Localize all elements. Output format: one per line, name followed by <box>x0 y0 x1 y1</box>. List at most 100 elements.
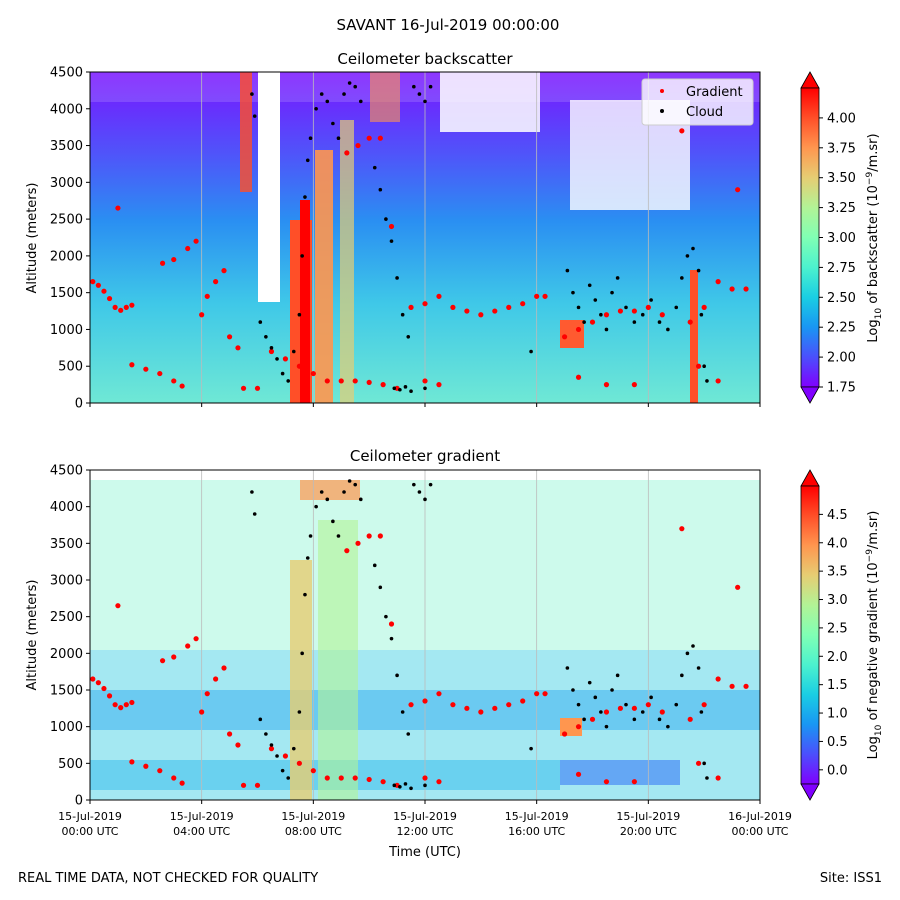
cloud-point <box>264 335 268 339</box>
cloud-point <box>258 320 263 324</box>
gradient-point <box>377 135 383 141</box>
cloud-point <box>336 534 341 538</box>
x-tick-time-label: 00:00 UTC <box>731 825 788 838</box>
cloud-point <box>325 99 330 104</box>
y-tick-label: 4000 <box>50 102 83 117</box>
gradient-point <box>575 326 582 333</box>
gradient-point <box>436 382 442 388</box>
cloud-point <box>680 276 684 280</box>
gradient-point <box>701 702 707 708</box>
gradient-point <box>101 288 107 294</box>
cloud-point <box>258 717 263 722</box>
cloud-point <box>615 673 620 678</box>
y-tick-label: 2000 <box>50 647 83 662</box>
cloud-point <box>275 754 279 758</box>
cloud-point <box>384 614 388 619</box>
x-tick-date-label: 15-Jul-2019 <box>505 810 569 823</box>
gradient-point <box>631 779 637 785</box>
colorbar-tick-label: 2.75 <box>827 261 856 276</box>
cloud-point <box>325 497 330 502</box>
cloud-point <box>699 312 704 317</box>
cloud-point <box>314 504 318 509</box>
gradient-point <box>226 731 233 737</box>
gradient-point <box>687 716 693 722</box>
gradient-point <box>240 385 247 391</box>
y-tick-label: 3000 <box>50 574 83 589</box>
gradient-point <box>506 304 512 310</box>
gradient-point <box>492 705 498 711</box>
gradient-point <box>226 334 233 340</box>
x-tick-time-label: 08:00 UTC <box>285 825 342 838</box>
gradient-point <box>380 779 386 785</box>
gradient-point <box>199 312 205 318</box>
gradient-point <box>90 676 96 682</box>
gradient-point <box>213 279 219 285</box>
cloud-point <box>303 195 307 199</box>
gradient-point <box>366 379 372 386</box>
cloud-point <box>624 702 628 707</box>
gradient-point <box>729 683 735 689</box>
y-tick-label: 3500 <box>50 537 83 552</box>
gradient-point <box>143 366 149 372</box>
gradient-point <box>436 691 442 697</box>
gradient-point <box>575 724 582 730</box>
colorbar-tick-label: 2.00 <box>827 351 856 366</box>
gradient-point <box>450 304 456 310</box>
cloud-point <box>657 320 662 324</box>
y-tick-label: 1000 <box>50 323 83 338</box>
gradient-point <box>645 702 651 708</box>
gradient-point <box>129 759 135 765</box>
cloud-point <box>571 290 575 295</box>
gradient-point <box>542 293 548 299</box>
cloud-point <box>649 695 653 700</box>
gradient-point <box>520 301 526 307</box>
gradient-ylabel: Altitude (meters) <box>25 580 40 691</box>
cloud-band <box>560 320 584 348</box>
colorbar-tick-label: 3.50 <box>827 171 856 186</box>
gradient-point <box>213 676 219 682</box>
cloud-point <box>395 673 399 678</box>
gradient-point <box>695 363 702 369</box>
y-tick-label: 1000 <box>50 720 83 735</box>
gradient-point <box>171 775 177 781</box>
cloud-point <box>702 761 706 766</box>
cloud-point <box>680 673 684 678</box>
cloud-point <box>358 497 363 502</box>
gradient-point <box>542 691 548 697</box>
cloud-point <box>297 710 302 714</box>
gradient-colorbar-label: Log10 of negative gradient (10−9/m.sr) <box>865 511 884 760</box>
cloud-point <box>269 346 274 350</box>
cloud-point <box>264 732 268 736</box>
colorbar-tick-label: 2.5 <box>827 621 848 636</box>
gradient-point <box>464 308 470 314</box>
gradient-point <box>695 760 702 766</box>
cloud-point <box>649 298 653 302</box>
cloud-point <box>403 385 408 389</box>
y-tick-label: 500 <box>58 360 83 375</box>
gradient-point <box>715 775 721 781</box>
cloud-point <box>280 768 285 773</box>
gradient-point <box>617 705 624 711</box>
colorbar-tick-label: 0.5 <box>827 735 848 750</box>
figure-title: SAVANT 16-Jul-2019 00:00:00 <box>337 16 560 34</box>
gradient-point <box>659 709 665 715</box>
cloud-point <box>604 327 609 332</box>
gradient-point <box>687 319 693 325</box>
cloud-point <box>353 482 358 487</box>
gradient-point <box>388 621 395 627</box>
gradient-point <box>185 643 191 649</box>
cloud-point <box>308 136 313 140</box>
quality-disclaimer: REAL TIME DATA, NOT CHECKED FOR QUALITY <box>18 871 318 886</box>
cloud-point <box>291 349 296 354</box>
legend-gradient-label: Gradient <box>686 85 743 100</box>
gradient-point <box>388 223 395 230</box>
gradient-point <box>743 286 749 292</box>
gradient-point <box>235 742 241 748</box>
gradient-point <box>115 603 121 609</box>
cloud-point <box>593 298 598 302</box>
x-tick-date-label: 15-Jul-2019 <box>393 810 457 823</box>
gradient-point <box>123 702 129 708</box>
y-tick-label: 0 <box>75 794 83 809</box>
cloud-point <box>286 379 291 383</box>
